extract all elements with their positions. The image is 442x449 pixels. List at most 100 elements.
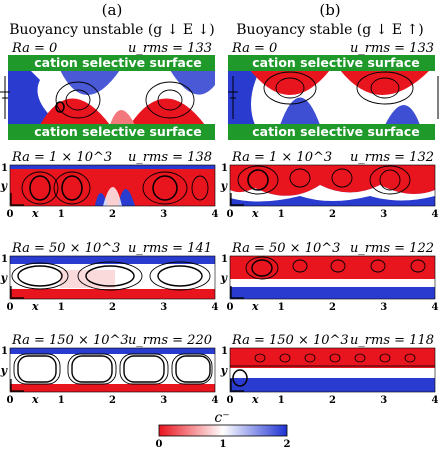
- x-tick-label: 1: [58, 302, 65, 313]
- surface-label-top-b: cation selective surface: [252, 55, 420, 70]
- colorbar-tick-1: 1: [220, 439, 227, 449]
- panel-a0-ra: Ra = 0: [11, 41, 57, 56]
- x-tick-label: 1: [278, 395, 285, 406]
- panel-a3-urms: u_rms = 220: [128, 333, 212, 348]
- y-axis-label: y: [0, 364, 9, 377]
- column-b-title: Buoyancy stable (g ↓ E ↑): [236, 22, 423, 38]
- panel-b3-ra: Ra = 150 × 10^3: [231, 333, 349, 348]
- axes-b-row2: 0 1 2 3 4 1 y x: [220, 254, 439, 313]
- panel-b0-urms: u_rms = 133: [350, 41, 434, 56]
- axes-a-row1: 0 1 2 3 4 1 y x: [0, 163, 219, 220]
- panel-b1-urms: u_rms = 132: [350, 150, 434, 165]
- panel-b0-ra: Ra = 0: [231, 41, 277, 56]
- colorbar-label: c⁻: [214, 410, 229, 426]
- x-axis-label: x: [251, 207, 259, 220]
- column-a-title: Buoyancy unstable (g ↓ E ↓): [9, 22, 215, 38]
- x-tick-label: 0: [7, 209, 14, 220]
- y-tick-label: 1: [1, 254, 8, 265]
- y-tick-label: 1: [221, 163, 228, 174]
- x-tick-label: 2: [329, 209, 336, 220]
- x-tick-label: 0: [227, 209, 234, 220]
- panel-a0-urms: u_rms = 133: [128, 41, 212, 56]
- x-tick-label: 2: [329, 395, 336, 406]
- panel-frame: [9, 164, 216, 207]
- y-tick-label: 1: [221, 346, 228, 357]
- axes-b-row1: 0 1 2 3 4 1 y x: [220, 163, 439, 220]
- axis-arrows: [230, 379, 244, 392]
- colorbar-tick-2: 2: [284, 439, 291, 449]
- surface-label-bottom-a: cation selective surface: [34, 124, 202, 139]
- panel-frame: [9, 255, 216, 300]
- panel-a1-urms: u_rms = 138: [128, 150, 212, 165]
- panel-b2-urms: u_rms = 122: [350, 241, 434, 256]
- x-tick-label: 2: [109, 209, 116, 220]
- panel-b1-ra: Ra = 1 × 10^3: [231, 150, 332, 165]
- y-axis-label: y: [0, 180, 9, 193]
- x-tick-label: 4: [432, 395, 439, 406]
- x-tick-label: 3: [160, 395, 167, 406]
- panel-a1-ra: Ra = 1 × 10^3: [11, 150, 112, 165]
- x-tick-label: 3: [380, 395, 387, 406]
- x-tick-label: 0: [7, 395, 14, 406]
- surface-label-bottom-b: cation selective surface: [252, 124, 420, 139]
- x-tick-label: 1: [278, 209, 285, 220]
- panel-frame: [229, 347, 436, 393]
- x-tick-label: 0: [227, 395, 234, 406]
- axis-arrows: [230, 193, 244, 206]
- axes-a-row2: 0 1 2 3 4 1 y x: [0, 254, 219, 313]
- column-b-tag: (b): [319, 1, 340, 19]
- x-axis-label: x: [31, 393, 39, 406]
- panel-b-ra50e3: [230, 256, 435, 299]
- x-tick-label: 4: [432, 209, 439, 220]
- x-tick-label: 1: [58, 209, 65, 220]
- panel-b-ra1e3: [230, 165, 435, 206]
- x-tick-label: 2: [109, 395, 116, 406]
- y-axis-label: y: [220, 180, 229, 193]
- x-tick-label: 1: [58, 395, 65, 406]
- panel-b-ra0: cation selective surface cation selectiv…: [228, 55, 439, 140]
- panel-a-ra150e3: [10, 348, 215, 392]
- panel-a2-ra: Ra = 50 × 10^3: [11, 241, 120, 256]
- panel-b2-ra: Ra = 50 × 10^3: [231, 241, 340, 256]
- panel-b-ra150e3: [230, 348, 435, 392]
- x-tick-label: 4: [212, 302, 219, 313]
- axis-arrows: [10, 286, 24, 299]
- panel-frame: [229, 164, 436, 207]
- panel-a-ra1e3: [10, 165, 215, 206]
- x-tick-label: 4: [212, 395, 219, 406]
- x-axis-label: x: [31, 300, 39, 313]
- x-tick-label: 0: [7, 302, 14, 313]
- axis-arrows: [230, 286, 244, 299]
- axis-arrows: [10, 379, 24, 392]
- x-tick-label: 4: [432, 302, 439, 313]
- panel-frame: [229, 255, 436, 300]
- colorbar: c⁻ 0 1 2: [156, 410, 291, 449]
- panel-a2-urms: u_rms = 141: [128, 241, 212, 256]
- panel-b3-urms: u_rms = 118: [350, 333, 434, 348]
- y-tick-label: 1: [1, 346, 8, 357]
- colorbar-gradient: [158, 424, 288, 437]
- column-a-tag: (a): [102, 1, 123, 19]
- panel-frame: [9, 347, 216, 393]
- axes-b-row3: 0 1 2 3 4 1 y x: [220, 346, 439, 406]
- x-tick-label: 3: [160, 209, 167, 220]
- y-axis-label: y: [220, 364, 229, 377]
- y-axis-label: y: [220, 272, 229, 285]
- x-tick-label: 3: [160, 302, 167, 313]
- x-axis-label: x: [31, 207, 39, 220]
- x-tick-label: 3: [380, 209, 387, 220]
- panel-a-ra0: cation selective surface cation selectiv…: [0, 55, 215, 140]
- y-tick-label: 1: [1, 163, 8, 174]
- x-tick-label: 0: [227, 302, 234, 313]
- y-axis-label: y: [0, 272, 9, 285]
- x-tick-label: 2: [329, 302, 336, 313]
- x-axis-label: x: [251, 300, 259, 313]
- panel-a3-ra: Ra = 150 × 10^3: [11, 333, 129, 348]
- panel-axes: 0 1 2 3 4 1 y x 0 1 2 3 4 1 y x 0 1 2 3 4 1 y x 0 1 2 3 4 1 y x 0 1 2 3 4 1 y x…: [0, 163, 439, 406]
- x-tick-label: 2: [109, 302, 116, 313]
- y-tick-label: 1: [221, 254, 228, 265]
- surface-label-top-a: cation selective surface: [34, 55, 202, 70]
- axes-a-row3: 0 1 2 3 4 1 y x: [0, 346, 219, 406]
- colorbar-tick-0: 0: [156, 439, 163, 449]
